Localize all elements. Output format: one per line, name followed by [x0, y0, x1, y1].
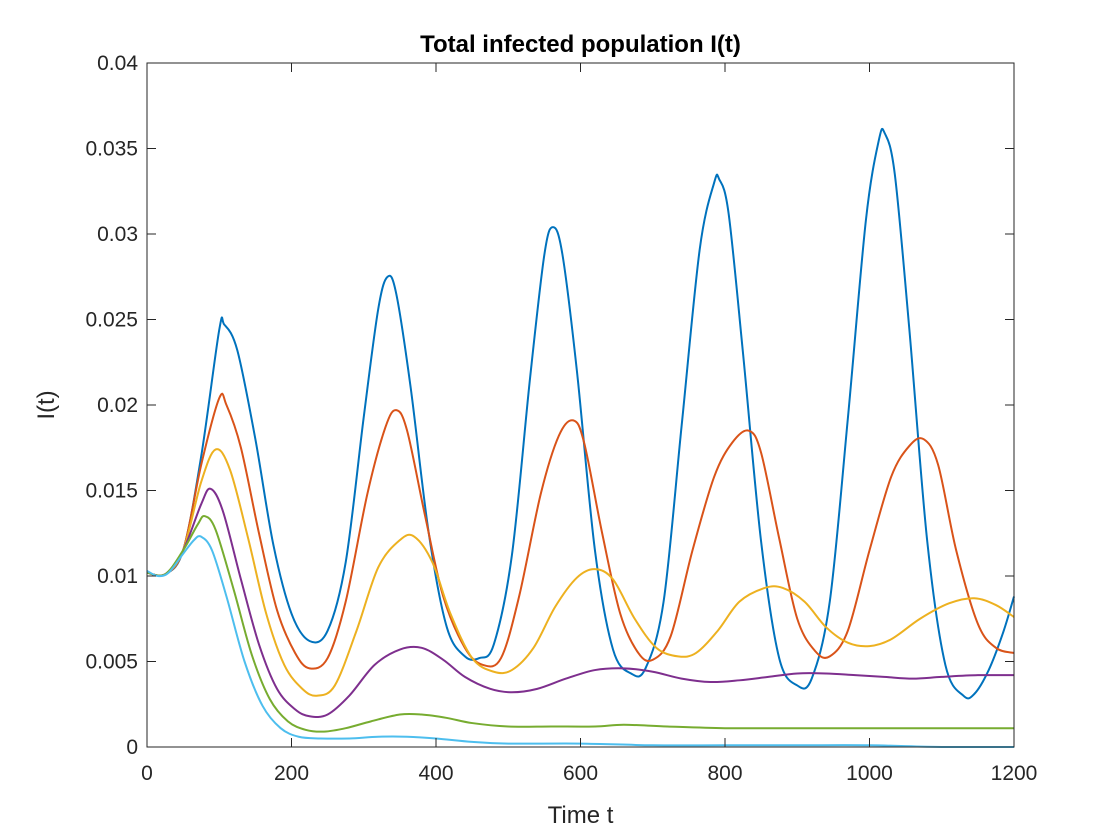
series-5-line — [146, 515, 1014, 733]
y-tick-label: 0.005 — [85, 651, 138, 674]
x-tick-label: 0 — [141, 762, 153, 785]
y-tick-label: 0.02 — [97, 394, 138, 417]
x-tick-label: 600 — [563, 762, 598, 785]
y-tick-label: 0.01 — [97, 565, 138, 588]
y-tick-label: 0.025 — [85, 309, 138, 332]
series-3-line — [146, 448, 1015, 697]
tick-layer: 0 200 400 600 800 1000 1200 0 0.005 0.01 0.015 0.02… — [85, 52, 1037, 785]
x-axis-label: Time t — [548, 802, 614, 829]
y-tick-label: 0.04 — [97, 52, 138, 75]
x-tick-label: 400 — [418, 762, 453, 785]
x-tick-label: 1000 — [846, 762, 893, 785]
y-tick-label: 0.035 — [85, 138, 138, 161]
x-tick-label: 1200 — [991, 762, 1038, 785]
y-axis-label: I(t) — [33, 390, 60, 419]
series-2-line — [146, 392, 1015, 670]
axes-box — [146, 62, 1015, 748]
x-tick-label: 800 — [707, 762, 742, 785]
chart-title: Total infected population I(t) — [420, 31, 741, 58]
series-1-line — [146, 127, 1015, 700]
series-4-line — [146, 487, 1015, 718]
y-tick-label: 0 — [126, 736, 138, 759]
x-tick-label: 200 — [274, 762, 309, 785]
y-tick-label: 0.015 — [85, 480, 138, 503]
y-tick-label: 0.03 — [97, 223, 138, 246]
